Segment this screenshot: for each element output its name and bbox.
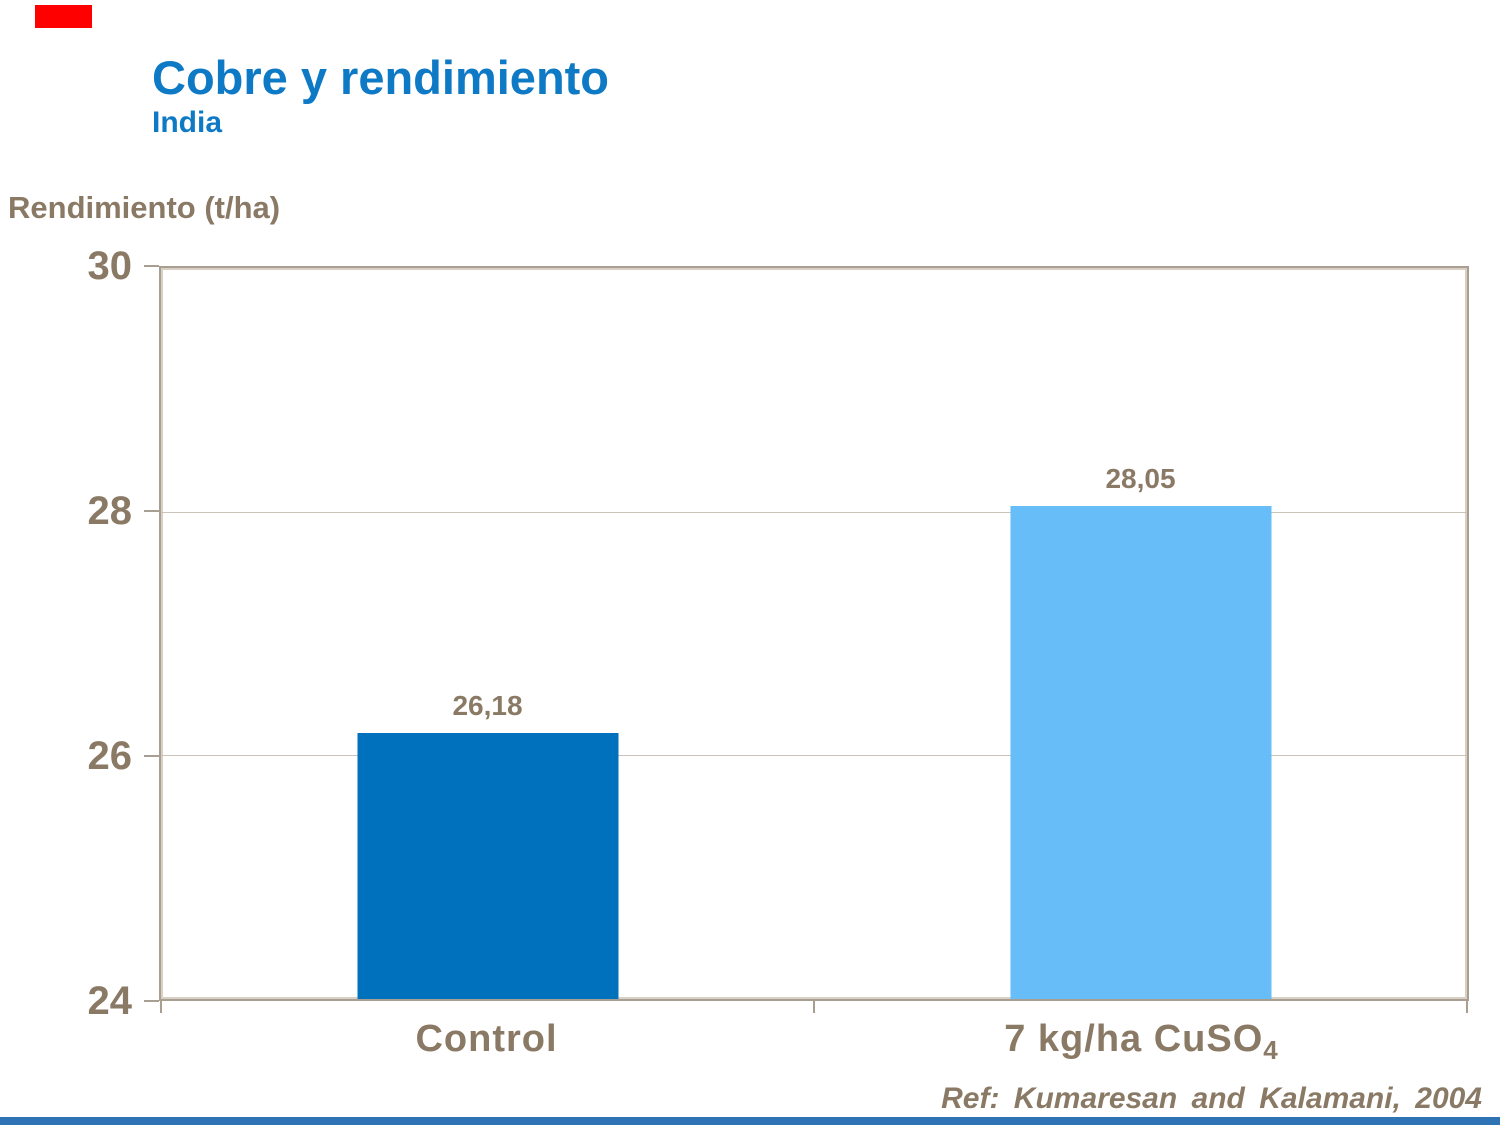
plot-area: 26,18 28,05 [159, 266, 1469, 1013]
bar-slot-control: 26,18 [161, 268, 814, 999]
reference-citation: Ref: Kumaresan and Kalamani, 2004 [941, 1082, 1482, 1115]
y-tick-label: 24 [87, 979, 133, 1023]
y-tick-mark [144, 1000, 159, 1002]
y-tick-label: 26 [87, 734, 133, 778]
y-tick-mark [144, 755, 159, 757]
x-tick-mark [813, 1001, 815, 1013]
y-tick-label: 28 [87, 489, 133, 533]
bar-control [357, 733, 618, 999]
y-tick-label: 30 [87, 244, 133, 288]
gridline [161, 755, 1467, 757]
bar-value-label-cuso4: 28,05 [1105, 462, 1176, 494]
y-axis-title: Rendimiento (t/ha) [8, 190, 281, 225]
slide-footer-bar [0, 1117, 1500, 1125]
x-category-label-control: Control [159, 1018, 814, 1061]
slide-title: Cobre y rendimiento [152, 51, 610, 104]
x-category-label-cuso4-subscript: 4 [1263, 1035, 1279, 1065]
y-tick-mark [144, 265, 159, 267]
gridline [161, 511, 1467, 513]
bar-cuso4 [1010, 505, 1271, 999]
x-category-label-control-text: Control [415, 1018, 558, 1060]
y-tick-mark [144, 510, 159, 512]
bar-slot-cuso4: 28,05 [814, 268, 1467, 999]
x-category-label-cuso4-text: 7 kg/ha CuSO [1004, 1018, 1264, 1060]
x-tick-mark [1466, 1001, 1468, 1013]
x-tick-mark [160, 1001, 162, 1013]
bar-value-label-control: 26,18 [452, 690, 523, 722]
slide-accent-red-rect [35, 5, 92, 28]
x-category-label-cuso4: 7 kg/ha CuSO4 [814, 1018, 1469, 1063]
slide-subtitle: India [152, 106, 223, 139]
